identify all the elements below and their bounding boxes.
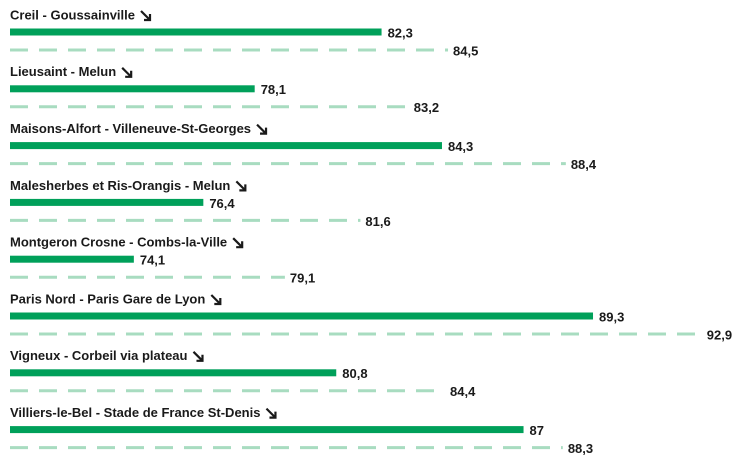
bar <box>10 85 255 93</box>
category-label: Vigneux - Corbeil via plateau <box>10 348 188 363</box>
trend-arrow <box>235 180 247 192</box>
category-label: Montgeron Crosne - Combs-la-Ville <box>10 235 227 250</box>
trend-arrow <box>140 10 152 22</box>
value-label: 88,3 <box>568 441 593 456</box>
trend-arrow <box>192 351 204 362</box>
value-label: 89,3 <box>599 309 624 324</box>
value-label: 88,4 <box>571 157 597 172</box>
value-label: 76,4 <box>209 196 235 211</box>
value-label: 83,2 <box>414 100 439 115</box>
category-label: Maisons-Alfort - Villeneuve-St-Georges <box>10 121 251 136</box>
value-label: 81,6 <box>365 214 390 229</box>
bar <box>10 198 204 206</box>
value-label: 92,9 <box>707 327 732 342</box>
value-label: 80,8 <box>342 366 367 381</box>
bar <box>10 142 442 150</box>
bar <box>10 255 134 263</box>
bar <box>10 426 524 434</box>
value-label: 74,1 <box>140 253 165 268</box>
category-label: Malesherbes et Ris-Orangis - Melun <box>10 178 230 193</box>
bar <box>10 312 594 320</box>
bar <box>10 369 337 377</box>
trend-arrow <box>265 407 277 419</box>
category-label: Creil - Goussainville <box>10 7 135 22</box>
trend-arrow <box>210 294 222 306</box>
value-label: 84,4 <box>450 384 476 399</box>
category-label: Paris Nord - Paris Gare de Lyon <box>10 291 205 306</box>
value-label: 87 <box>530 423 544 438</box>
trend-arrow <box>256 123 268 135</box>
trend-arrow <box>232 237 244 249</box>
bar <box>10 28 382 36</box>
category-label: Lieusaint - Melun <box>10 64 116 79</box>
value-label: 82,3 <box>388 25 413 40</box>
category-label: Villiers-le-Bel - Stade de France St-Den… <box>10 405 260 420</box>
trend-arrow <box>121 67 133 78</box>
value-label: 79,1 <box>290 271 315 286</box>
value-label: 84,3 <box>448 139 473 154</box>
value-label: 84,5 <box>453 43 478 58</box>
value-label: 78,1 <box>261 82 286 97</box>
